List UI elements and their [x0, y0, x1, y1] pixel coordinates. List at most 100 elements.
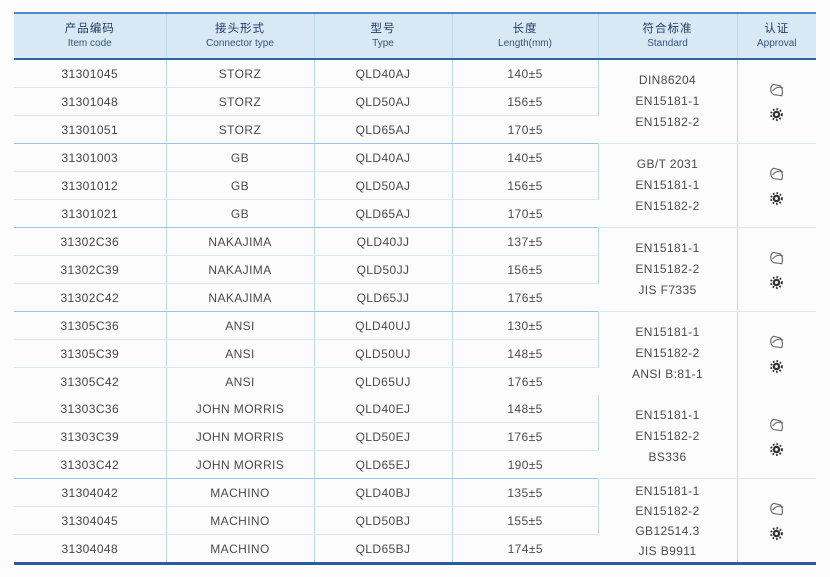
col-header-cn: 长度 — [512, 23, 538, 35]
item-code-cell: 31301051 — [14, 115, 167, 144]
item-code-cell: 31305C36 — [14, 311, 167, 340]
item-code-cell: 31305C42 — [14, 367, 167, 395]
length-cell: 135±5 — [452, 478, 599, 507]
approval-icons — [738, 417, 817, 457]
type-cell: QLD65EJ — [314, 450, 453, 479]
approval-cell — [737, 143, 817, 228]
connector-cell: MACHINO — [166, 506, 315, 535]
connector-cell: GB — [166, 143, 315, 172]
length-cell: 176±5 — [452, 422, 599, 451]
gear-badge-icon — [769, 107, 784, 122]
approval-icons — [738, 334, 817, 374]
type-cell: QLD50AJ — [314, 171, 453, 200]
standard-cell: DIN86204 EN15181-1 EN15182-2 — [598, 59, 738, 144]
length-cell: 170±5 — [452, 199, 598, 228]
connector-cell: NAKAJIMA — [166, 255, 315, 284]
type-cell: QLD50BJ — [314, 506, 453, 535]
standard-line: EN15182-2 — [635, 199, 700, 213]
col-header-length: 长度 Length(mm) — [452, 12, 599, 60]
connector-cell: NAKAJIMA — [166, 227, 315, 256]
type-cell: QLD40UJ — [314, 311, 453, 340]
standard-cell: EN15181-1 EN15182-2 JIS F7335 — [598, 227, 738, 312]
table-row: 31303C36 JOHN MORRIS QLD40EJ 148±5 EN151… — [14, 395, 816, 479]
length-cell: 174±5 — [507, 541, 543, 556]
type-cell: QLD65AJ — [314, 199, 453, 228]
certificate-stamp-icon — [768, 250, 786, 266]
length-cell: 155±5 — [452, 506, 599, 535]
product-spec-table: 产品编码 Item code 接头形式 Connector type 型号 Ty… — [14, 12, 816, 565]
table-row: 31301012 GB QLD50AJ 156±5 — [14, 171, 816, 200]
type-cell: QLD40JJ — [314, 227, 453, 256]
length-cell: 156±5 — [452, 171, 599, 200]
standard-line: EN15181-1 — [635, 94, 700, 108]
item-code-cell: 31303C36 — [14, 395, 167, 423]
certificate-stamp-icon — [768, 417, 786, 433]
col-header-en: Type — [372, 38, 394, 49]
connector-cell: JOHN MORRIS — [166, 422, 315, 451]
item-code-cell: 31302C36 — [14, 227, 167, 256]
approval-cell — [737, 395, 816, 479]
col-header-en: Item code — [67, 38, 112, 49]
standard-line: EN15182-2 — [635, 262, 700, 276]
connector-cell: JOHN MORRIS — [166, 450, 315, 479]
connector-cell: MACHINO — [166, 478, 315, 507]
approval-cell — [737, 479, 816, 564]
col-header-connector-type: 接头形式 Connector type — [166, 12, 315, 60]
table-row: 31301051 STORZ QLD65AJ 170±5 — [14, 115, 816, 144]
approval-icons — [738, 250, 817, 290]
length-cell: 176±5 — [507, 374, 543, 389]
gear-badge-icon — [769, 275, 784, 290]
col-header-approval: 认证 Approval — [737, 12, 816, 60]
col-header-standard: 符合标准 Standard — [598, 12, 738, 60]
item-code-cell: 31304042 — [14, 478, 167, 507]
connector-cell: ANSI — [166, 339, 315, 368]
item-code-cell: 31302C42 — [14, 283, 167, 312]
length-cell: 156±5 — [452, 87, 599, 116]
col-header-cn: 型号 — [370, 23, 396, 35]
table-row: 31303C39 JOHN MORRIS QLD50EJ 176±5 — [14, 422, 816, 451]
standard-line: EN15182-2 — [635, 346, 700, 360]
connector-cell: STORZ — [166, 59, 315, 88]
item-code-cell: 31301012 — [14, 171, 167, 200]
item-code-cell: 31301048 — [14, 87, 167, 116]
item-code-cell: 31302C39 — [14, 255, 167, 284]
standard-line: EN15181-1 — [635, 325, 700, 339]
item-code-cell: 31304048 — [14, 534, 167, 564]
table-row: 31303C42 JOHN MORRIS QLD65EJ 190±5 — [14, 450, 816, 479]
table-row: 31301021 GB QLD65AJ 170±5 — [14, 199, 816, 228]
standard-line: BS336 — [648, 450, 687, 464]
type-cell: QLD65BJ — [314, 534, 453, 564]
standard-line: JIS B9911 — [638, 543, 697, 558]
table-row: 31305C39 ANSI QLD50UJ 148±5 — [14, 339, 816, 368]
standard-line: EN15181-1 — [635, 178, 700, 192]
standard-line: GB12514.3 — [635, 523, 700, 538]
col-header-cn: 认证 — [764, 23, 790, 35]
approval-icons — [738, 166, 817, 206]
col-header-cn: 接头形式 — [215, 23, 265, 35]
col-header-cn: 符合标准 — [642, 23, 693, 35]
standard-line: EN15182-2 — [635, 503, 700, 518]
gear-badge-icon — [769, 359, 784, 374]
approval-cell — [737, 312, 816, 396]
table-row: 31304048 MACHINO QLD65BJ 174±5 — [14, 534, 816, 564]
length-cell: 137±5 — [452, 227, 599, 256]
table-row: 31304042 MACHINO QLD40BJ 135±5 EN15181-1… — [14, 478, 816, 564]
type-cell: QLD40EJ — [314, 395, 453, 423]
table-row: 31304045 MACHINO QLD50BJ 155±5 — [14, 506, 816, 535]
item-code-cell: 31301045 — [14, 59, 167, 88]
standard-cell: EN15181-1 EN15182-2 GB12514.3 JIS B9911 — [598, 478, 738, 564]
table-row: 31301003 GB QLD40AJ 140±5 GB/T 2031 EN15… — [14, 143, 816, 228]
table-row: 31305C42 ANSI QLD65UJ 176±5 — [14, 367, 816, 395]
col-header-en: Connector type — [206, 38, 274, 49]
connector-cell: STORZ — [166, 115, 315, 144]
table-row: 31301048 STORZ QLD50AJ 156±5 — [14, 87, 816, 116]
type-cell: QLD40BJ — [314, 478, 453, 507]
table-row: 31302C39 NAKAJIMA QLD50JJ 156±5 — [14, 255, 816, 284]
length-cell: 140±5 — [452, 59, 599, 88]
type-cell: QLD65UJ — [314, 367, 453, 395]
connector-cell: MACHINO — [166, 534, 315, 564]
length-cell: 170±5 — [452, 115, 598, 144]
standard-line: ANSI B:81-1 — [631, 367, 704, 381]
connector-cell: NAKAJIMA — [166, 283, 315, 312]
